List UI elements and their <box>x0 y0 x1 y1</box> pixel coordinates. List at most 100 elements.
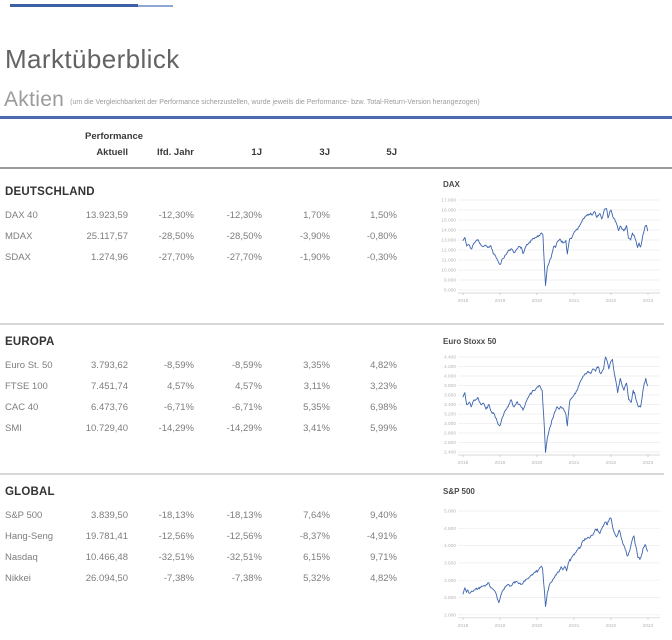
svg-text:2022: 2022 <box>606 460 617 466</box>
cell-value: -18,13% <box>158 510 194 521</box>
svg-text:2019: 2019 <box>495 623 506 629</box>
svg-text:2019: 2019 <box>495 298 506 304</box>
svg-text:2.800: 2.800 <box>444 431 456 437</box>
svg-text:4.200: 4.200 <box>444 364 456 370</box>
row-name: SDAX <box>5 252 31 263</box>
cell-value: 6,15% <box>303 552 330 563</box>
table-row: SMI 10.729,40 -14,29% -14,29% 3,41% 5,99% <box>5 418 397 439</box>
cell-value: 4,57% <box>167 381 194 392</box>
cell-value: 7,64% <box>303 510 330 521</box>
row-name: MDAX <box>5 231 33 242</box>
column-header-row: Aktuell lfd. Jahr 1J 3J 5J <box>5 147 397 158</box>
cell-value: 5,99% <box>370 423 397 434</box>
cell-value: -7,38% <box>231 573 262 584</box>
cell-value: 10.729,40 <box>85 423 128 434</box>
svg-text:3.400: 3.400 <box>444 402 456 408</box>
row-name: Nikkei <box>5 573 31 584</box>
svg-text:3.200: 3.200 <box>444 412 456 418</box>
cell-value: 3,35% <box>303 360 330 371</box>
cell-value: -8,37% <box>299 531 330 542</box>
table-row: Hang-Seng 19.781,41 -12,56% -12,56% -8,37% -4… <box>5 526 397 547</box>
svg-text:2022: 2022 <box>606 298 617 304</box>
table-row: Nikkei 26.094,50 -7,38% -7,38% 5,32% 4,82% <box>5 568 397 589</box>
cell-value: -12,56% <box>226 531 262 542</box>
svg-text:4.000: 4.000 <box>444 374 456 380</box>
section-title: Aktien <box>4 88 65 111</box>
cell-value: 3.839,50 <box>91 510 128 521</box>
svg-text:12.000: 12.000 <box>441 248 456 254</box>
page-title: Marktüberblick <box>5 44 180 74</box>
svg-text:4.400: 4.400 <box>444 355 456 361</box>
cell-value: -3,90% <box>299 231 330 242</box>
chart-s-p-500: S&P 500 5.000 4.500 4.000 3.500 3.000 2.500 2.0… <box>440 487 672 633</box>
cell-value: 1.274,96 <box>91 252 128 263</box>
svg-text:3.000: 3.000 <box>444 578 456 584</box>
cell-value: 1,50% <box>370 210 397 221</box>
section-separator <box>0 323 664 325</box>
cell-value: -8,59% <box>163 360 194 371</box>
cell-value: 26.094,50 <box>85 573 128 584</box>
svg-text:2020: 2020 <box>532 298 543 304</box>
svg-text:16.000: 16.000 <box>441 208 456 214</box>
svg-text:5.000: 5.000 <box>444 509 456 515</box>
column-header: 1J <box>251 147 262 158</box>
cell-value: -0,80% <box>366 231 397 242</box>
cell-value: -6,71% <box>163 402 194 413</box>
svg-text:17.000: 17.000 <box>441 198 456 204</box>
cell-value: 25.117,57 <box>86 231 128 242</box>
column-header: 5J <box>386 147 397 158</box>
svg-text:3.600: 3.600 <box>444 393 456 399</box>
table-row: Nasdaq 10.466,48 -32,51% -32,51% 6,15% 9,71% <box>5 547 397 568</box>
svg-text:2020: 2020 <box>532 460 543 466</box>
chart-dax: DAX 17.000 16.000 15.000 14.000 13.000 12.000 1… <box>440 180 672 308</box>
cell-value: 7.451,74 <box>91 381 128 392</box>
table-row: CAC 40 6.473,76 -6,71% -6,71% 5,35% 6,98% <box>5 397 397 418</box>
cell-value: -28,50% <box>226 231 262 242</box>
table-row: FTSE 100 7.451,74 4,57% 4,57% 3,11% 3,23% <box>5 376 397 397</box>
row-name: FTSE 100 <box>5 381 48 392</box>
section-separator <box>0 473 664 475</box>
cell-value: -4,91% <box>366 531 397 542</box>
chart-title: Euro Stoxx 50 <box>443 337 497 346</box>
svg-text:3.000: 3.000 <box>444 421 456 427</box>
svg-text:2.400: 2.400 <box>444 450 456 456</box>
group-title: DEUTSCHLAND <box>5 186 95 198</box>
table-group: DEUTSCHLAND DAX 40 13.923,59 -12,30% -12,30%… <box>5 186 397 268</box>
svg-text:2018: 2018 <box>458 623 469 629</box>
svg-text:3.800: 3.800 <box>444 383 456 389</box>
cell-value: 4,82% <box>370 360 397 371</box>
svg-text:2021: 2021 <box>569 460 580 466</box>
svg-text:2.600: 2.600 <box>444 440 456 446</box>
column-header: 3J <box>319 147 330 158</box>
svg-text:4.500: 4.500 <box>444 526 456 532</box>
row-name: Hang-Seng <box>5 531 54 542</box>
row-name: S&P 500 <box>5 510 43 521</box>
table-group: EUROPA Euro St. 50 3.793,62 -8,59% -8,59% 3,3… <box>5 336 397 439</box>
cell-value: -27,70% <box>226 252 262 263</box>
cell-value: -27,70% <box>158 252 194 263</box>
table-row: MDAX 25.117,57 -28,50% -28,50% -3,90% -0,80% <box>5 226 397 247</box>
svg-text:2021: 2021 <box>569 298 580 304</box>
cell-value: 10.466,48 <box>85 552 128 563</box>
cell-value: -28,50% <box>158 231 194 242</box>
cell-value: -14,29% <box>158 423 194 434</box>
svg-text:14.000: 14.000 <box>441 228 456 234</box>
chart-canvas: 4.400 4.200 4.000 3.800 3.600 3.400 3.200 3.000… <box>444 355 660 466</box>
svg-text:2018: 2018 <box>458 460 469 466</box>
cell-value: 3,23% <box>370 381 397 392</box>
cell-value: 6,98% <box>370 402 397 413</box>
cell-value: -6,71% <box>231 402 262 413</box>
cell-value: 1,70% <box>303 210 330 221</box>
svg-text:2.500: 2.500 <box>444 595 456 601</box>
section-header: Aktien (um die Vergleichbarkeit der Perfo… <box>4 88 480 112</box>
table-row: S&P 500 3.839,50 -18,13% -18,13% 7,64% 9,40% <box>5 505 397 526</box>
cell-value: 13.923,59 <box>85 210 128 221</box>
svg-text:10.000: 10.000 <box>441 268 456 274</box>
cell-value: 3,41% <box>303 423 330 434</box>
table-row: DAX 40 13.923,59 -12,30% -12,30% 1,70% 1,50% <box>5 205 397 226</box>
cell-value: 4,57% <box>235 381 262 392</box>
svg-text:2018: 2018 <box>458 298 469 304</box>
accent-rule <box>0 116 672 119</box>
